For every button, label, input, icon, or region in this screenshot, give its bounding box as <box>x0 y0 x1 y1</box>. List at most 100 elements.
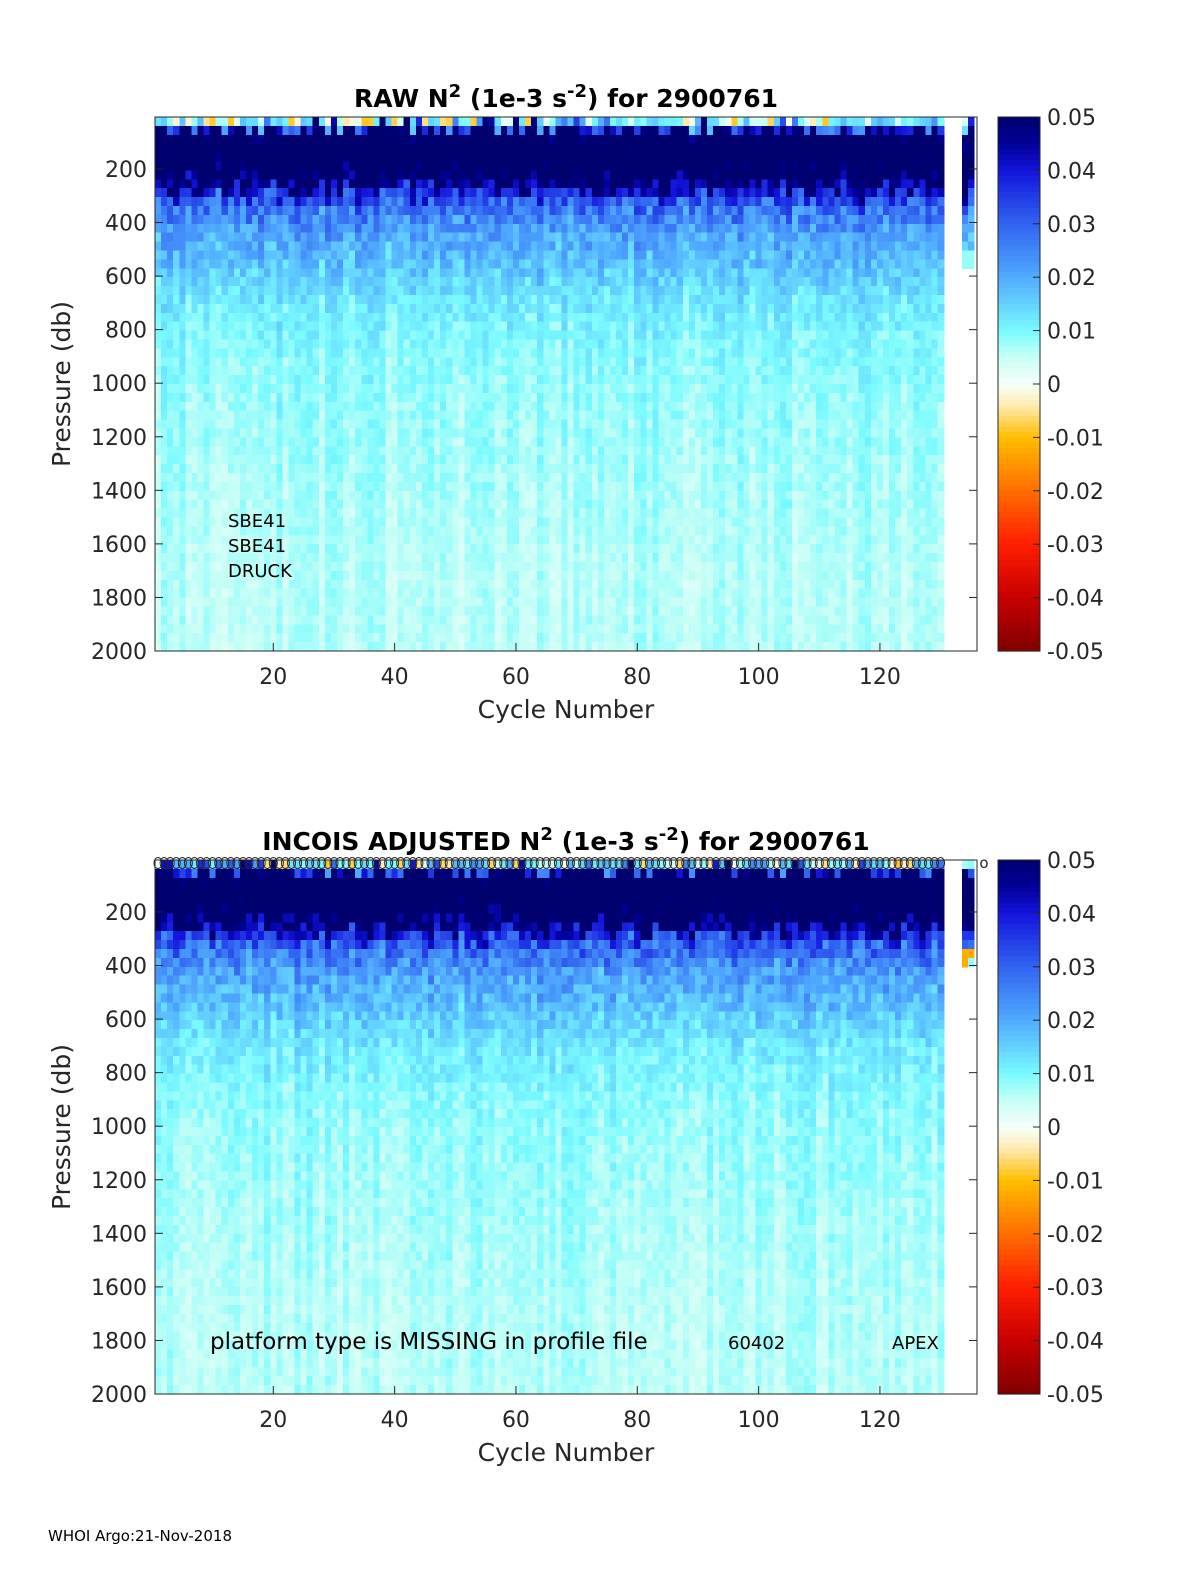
heatmap-cell <box>221 143 229 154</box>
heatmap-cell <box>616 615 623 625</box>
heatmap-cell <box>512 188 520 198</box>
heatmap-cell <box>476 286 484 296</box>
heatmap-cell <box>361 366 368 376</box>
heatmap-cell <box>215 517 223 527</box>
heatmap-cell <box>434 481 441 492</box>
heatmap-cell <box>585 428 593 438</box>
heatmap-cell <box>227 375 235 385</box>
heatmap-cell <box>652 188 660 198</box>
heatmap-cell <box>397 562 405 572</box>
heatmap-cell <box>203 295 211 305</box>
heatmap-cell <box>161 117 168 127</box>
heatmap-cell <box>391 481 399 492</box>
heatmap-cell <box>579 161 587 171</box>
heatmap-cell <box>161 321 168 332</box>
heatmap-cell <box>179 214 186 225</box>
heatmap-cell <box>634 464 641 474</box>
heatmap-cell <box>470 223 478 234</box>
heatmap-cell <box>227 259 235 269</box>
heatmap-cell <box>646 161 654 171</box>
heatmap-cell <box>646 339 654 349</box>
heatmap-cell <box>567 446 575 456</box>
heatmap-cell <box>324 214 332 225</box>
heatmap-cell <box>446 544 453 554</box>
heatmap-cell <box>537 562 544 572</box>
heatmap-cell <box>337 170 344 180</box>
heatmap-cell <box>434 161 441 171</box>
heatmap-cell <box>403 615 411 625</box>
heatmap-cell <box>415 624 423 634</box>
heatmap-cell <box>616 223 623 234</box>
heatmap-cell <box>470 312 478 323</box>
heatmap-cell <box>367 392 374 403</box>
heatmap-cell <box>537 517 544 527</box>
heatmap-cell <box>652 446 660 456</box>
heatmap-cell <box>531 303 538 314</box>
heatmap-cell <box>555 597 563 608</box>
heatmap-cell <box>494 384 502 394</box>
heatmap-cell <box>349 339 356 349</box>
heatmap-cell <box>191 312 199 323</box>
heatmap-cell <box>239 170 247 180</box>
heatmap-cell <box>379 286 387 296</box>
heatmap-cell <box>227 642 235 652</box>
heatmap-cell <box>519 562 526 572</box>
heatmap-cell <box>458 633 465 643</box>
heatmap-cell <box>640 642 647 652</box>
heatmap-cell <box>531 437 538 447</box>
heatmap-cell <box>573 481 581 492</box>
heatmap-cell <box>603 161 611 171</box>
heatmap-cell <box>203 597 211 608</box>
heatmap-cell <box>403 143 411 154</box>
heatmap-cell <box>579 259 587 269</box>
heatmap-cell <box>403 392 411 403</box>
heatmap-cell <box>464 481 472 492</box>
heatmap-cell <box>318 499 326 510</box>
heatmap-cell <box>306 562 314 572</box>
heatmap-cell <box>428 535 435 545</box>
heatmap-cell <box>610 633 617 643</box>
heatmap-cell <box>628 206 635 216</box>
heatmap-cell <box>616 553 623 563</box>
heatmap-cell <box>628 117 635 127</box>
heatmap-cell <box>494 499 502 510</box>
heatmap-cell <box>573 517 581 527</box>
heatmap-cell <box>543 526 550 536</box>
heatmap-cell <box>373 624 381 634</box>
heatmap-cell <box>294 125 302 136</box>
heatmap-cell <box>561 624 569 634</box>
heatmap-cell <box>591 152 599 163</box>
heatmap-cell <box>264 259 271 269</box>
heatmap-cell <box>634 197 641 207</box>
heatmap-cell <box>646 375 654 385</box>
heatmap-cell <box>318 366 326 376</box>
heatmap-cell <box>258 214 265 225</box>
heatmap-cell <box>628 624 635 634</box>
heatmap-cell <box>276 508 283 519</box>
heatmap-cell <box>476 517 484 527</box>
heatmap-cell <box>519 384 526 394</box>
heatmap-cell <box>506 588 514 599</box>
heatmap-cell <box>221 339 229 349</box>
heatmap-cell <box>488 633 496 643</box>
heatmap-cell <box>209 295 217 305</box>
heatmap-cell <box>597 357 605 367</box>
heatmap-cell <box>191 633 199 643</box>
heatmap-cell <box>428 330 435 341</box>
heatmap-cell <box>494 259 502 269</box>
heatmap-cell <box>324 152 332 163</box>
heatmap-cell <box>288 606 296 616</box>
heatmap-cell <box>252 250 259 260</box>
heatmap-cell <box>215 375 223 385</box>
heatmap-cell <box>330 348 338 358</box>
heatmap-cell <box>270 223 277 234</box>
heatmap-cell <box>543 303 550 314</box>
heatmap-cell <box>476 526 484 536</box>
heatmap-cell <box>167 143 174 154</box>
heatmap-cell <box>312 214 320 225</box>
heatmap-cell <box>446 223 453 234</box>
heatmap-cell <box>403 179 411 189</box>
heatmap-cell <box>415 223 423 234</box>
heatmap-cell <box>306 259 314 269</box>
heatmap-cell <box>573 401 581 412</box>
